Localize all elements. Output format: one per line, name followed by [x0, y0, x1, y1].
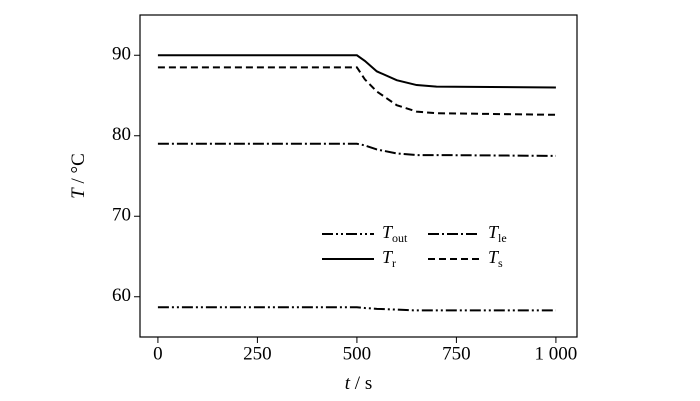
legend-label: Tout	[382, 222, 408, 245]
plot-frame	[139, 14, 578, 338]
legend-label: Tr	[382, 247, 396, 270]
y-tick-label: 60	[112, 285, 131, 306]
legend-label: Tle	[488, 222, 507, 245]
data-line	[157, 142, 556, 157]
x-tick-label: 250	[243, 343, 272, 364]
data-line	[157, 306, 556, 312]
x-tick-label: 750	[442, 343, 471, 364]
x-tick-label: 500	[343, 343, 372, 364]
x-tick-label: 0	[153, 343, 163, 364]
y-tick-label: 70	[112, 205, 131, 226]
x-tick-label: 1 000	[535, 343, 578, 364]
y-tick-label: 80	[112, 124, 131, 145]
data-line	[157, 66, 556, 116]
legend-label: Ts	[488, 247, 503, 270]
y-axis-label: T / °C	[68, 153, 89, 199]
data-line	[157, 54, 556, 89]
y-tick-label: 90	[112, 44, 131, 65]
x-axis-label: t / s	[345, 373, 372, 394]
